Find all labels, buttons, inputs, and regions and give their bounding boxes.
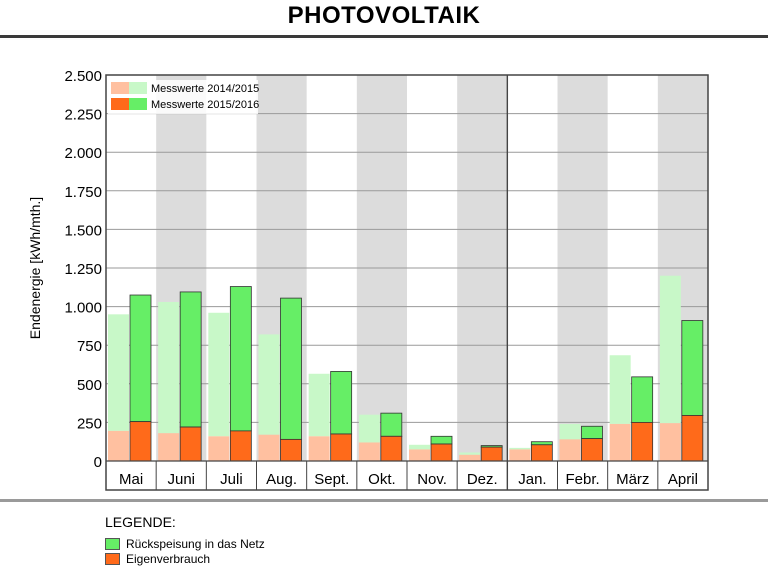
- bar-rueckspeisung-2014-2015-mai: [108, 314, 129, 431]
- x-tick-label-nov: Nov.: [417, 471, 447, 488]
- bar-rueckspeisung-2014-2015-april: [659, 275, 681, 424]
- bar-rueckspeisung-2015-2016-juli: [229, 286, 252, 432]
- bar-rueckspeisung-2015-2016-aug: [280, 297, 302, 440]
- bar-eigenverbrauch-2014-2015-jan: [509, 449, 531, 461]
- y-tick-label-500: 500: [77, 377, 102, 394]
- x-tick-label-juli: Juli: [220, 471, 243, 488]
- bar-rueckspeisung-2014-2015-okt: [358, 414, 380, 443]
- y-tick-label-2500: 2.500: [64, 68, 102, 85]
- bar-rueckspeisung-2014-2015-juli: [208, 312, 230, 437]
- bar-eigenverbrauch-2014-2015-juli: [208, 436, 230, 461]
- legend-swatch-rueckspeisung: [105, 537, 120, 550]
- chart-legend-swatch-eigen-0: [111, 82, 129, 94]
- x-tick-label-märz: März: [616, 471, 649, 488]
- bar-eigenverbrauch-2014-2015-febr: [559, 439, 581, 461]
- bar-eigenverbrauch-2014-2015-okt: [358, 442, 380, 461]
- bar-eigenverbrauch-2014-2015-sept: [308, 436, 330, 461]
- bar-rueckspeisung-2014-2015-märz: [609, 355, 631, 424]
- bar-rueckspeisung-2014-2015-juni: [158, 301, 180, 434]
- y-axis-label: Endenergie [kWh/mth.]: [27, 197, 43, 339]
- legend-item-rueckspeisung: Rückspeisung in das Netz: [105, 536, 265, 551]
- bar-eigenverbrauch-2015-2016-febr: [581, 438, 603, 462]
- y-tick-label-1750: 1.750: [64, 184, 102, 201]
- bar-rueckspeisung-2014-2015-sept: [308, 373, 330, 437]
- bar-rueckspeisung-2015-2016-okt: [380, 412, 403, 437]
- bar-eigenverbrauch-2014-2015-nov: [409, 449, 430, 461]
- chart-legend-swatch-rueck-1: [129, 98, 147, 110]
- bar-rueckspeisung-2014-2015-dez: [459, 452, 481, 455]
- bar-eigenverbrauch-2014-2015-april: [659, 423, 681, 461]
- bar-eigenverbrauch-2015-2016-aug: [280, 438, 302, 462]
- bar-rueckspeisung-2015-2016-nov: [430, 435, 453, 445]
- bar-eigenverbrauch-2014-2015-aug: [258, 434, 280, 461]
- legend-title: LEGENDE:: [105, 514, 176, 530]
- bar-rueckspeisung-2014-2015-febr: [559, 423, 581, 440]
- x-tick-label-febr: Febr.: [565, 471, 599, 488]
- bar-rueckspeisung-2014-2015-aug: [258, 334, 280, 435]
- bar-eigenverbrauch-2015-2016-märz: [631, 421, 654, 462]
- bar-rueckspeisung-2015-2016-juni: [179, 291, 202, 428]
- x-tick-label-aug: Aug.: [266, 471, 297, 488]
- bar-rueckspeisung-2014-2015-nov: [409, 444, 430, 450]
- bar-eigenverbrauch-2015-2016-juni: [179, 426, 202, 462]
- bar-eigenverbrauch-2015-2016-nov: [430, 443, 453, 462]
- bar-rueckspeisung-2015-2016-jan: [530, 441, 553, 446]
- bar-eigenverbrauch-2014-2015-dez: [459, 454, 481, 461]
- bar-eigenverbrauch-2015-2016-dez: [480, 446, 503, 462]
- y-tick-label-0: 0: [94, 454, 102, 471]
- chart-legend-label-0: Messwerte 2014/2015: [151, 83, 259, 95]
- x-tick-label-okt: Okt.: [368, 471, 396, 488]
- bar-rueckspeisung-2015-2016-april: [681, 320, 704, 416]
- bar-eigenverbrauch-2015-2016-mai: [129, 421, 152, 462]
- y-tick-label-1000: 1.000: [64, 300, 102, 317]
- bar-rueckspeisung-2015-2016-mai: [129, 294, 152, 423]
- legend-label-rueckspeisung: Rückspeisung in das Netz: [126, 536, 265, 551]
- legend-swatch-eigenverbrauch: [105, 552, 120, 565]
- legend-item-eigenverbrauch: Eigenverbrauch: [105, 551, 265, 566]
- chart-legend-swatch-eigen-1: [111, 98, 129, 110]
- bar-eigenverbrauch-2014-2015-juni: [158, 433, 180, 461]
- bar-rueckspeisung-2015-2016-febr: [581, 425, 603, 440]
- plot-frame: [105, 74, 709, 491]
- bar-eigenverbrauch-2014-2015-mai: [108, 430, 129, 461]
- x-tick-label-sept: Sept.: [314, 471, 349, 488]
- y-tick-label-750: 750: [77, 338, 102, 355]
- page-title: PHOTOVOLTAIK: [287, 2, 481, 29]
- bar-eigenverbrauch-2014-2015-märz: [609, 423, 631, 461]
- x-tick-label-mai: Mai: [119, 471, 143, 488]
- x-tick-label-jan: Jan.: [518, 471, 546, 488]
- legend: LEGENDE: Rückspeisung in das Netz Eigenv…: [105, 514, 265, 566]
- legend-label-eigenverbrauch: Eigenverbrauch: [126, 551, 211, 566]
- y-tick-label-250: 250: [77, 415, 102, 432]
- bar-eigenverbrauch-2015-2016-sept: [330, 433, 353, 462]
- bar-eigenverbrauch-2015-2016-okt: [380, 435, 403, 462]
- chart-legend-label-1: Messwerte 2015/2016: [151, 99, 259, 111]
- x-tick-label-juni: Juni: [167, 471, 195, 488]
- x-tick-label-april: April: [668, 471, 698, 488]
- x-tick-label-dez: Dez.: [467, 471, 498, 488]
- y-tick-label-2250: 2.250: [64, 107, 102, 124]
- bar-eigenverbrauch-2015-2016-juli: [229, 430, 252, 462]
- bar-rueckspeisung-2014-2015-jan: [509, 447, 531, 450]
- y-tick-label-2000: 2.000: [64, 145, 102, 162]
- bar-rueckspeisung-2015-2016-sept: [330, 371, 353, 435]
- top-divider: [0, 35, 768, 38]
- bar-eigenverbrauch-2015-2016-april: [681, 415, 704, 462]
- bottom-divider: [0, 499, 768, 502]
- y-tick-label-1250: 1.250: [64, 261, 102, 278]
- chart-legend-swatch-rueck-0: [129, 82, 147, 94]
- bar-rueckspeisung-2015-2016-märz: [631, 376, 654, 423]
- bar-eigenverbrauch-2015-2016-jan: [530, 444, 553, 462]
- y-tick-label-1500: 1.500: [64, 222, 102, 239]
